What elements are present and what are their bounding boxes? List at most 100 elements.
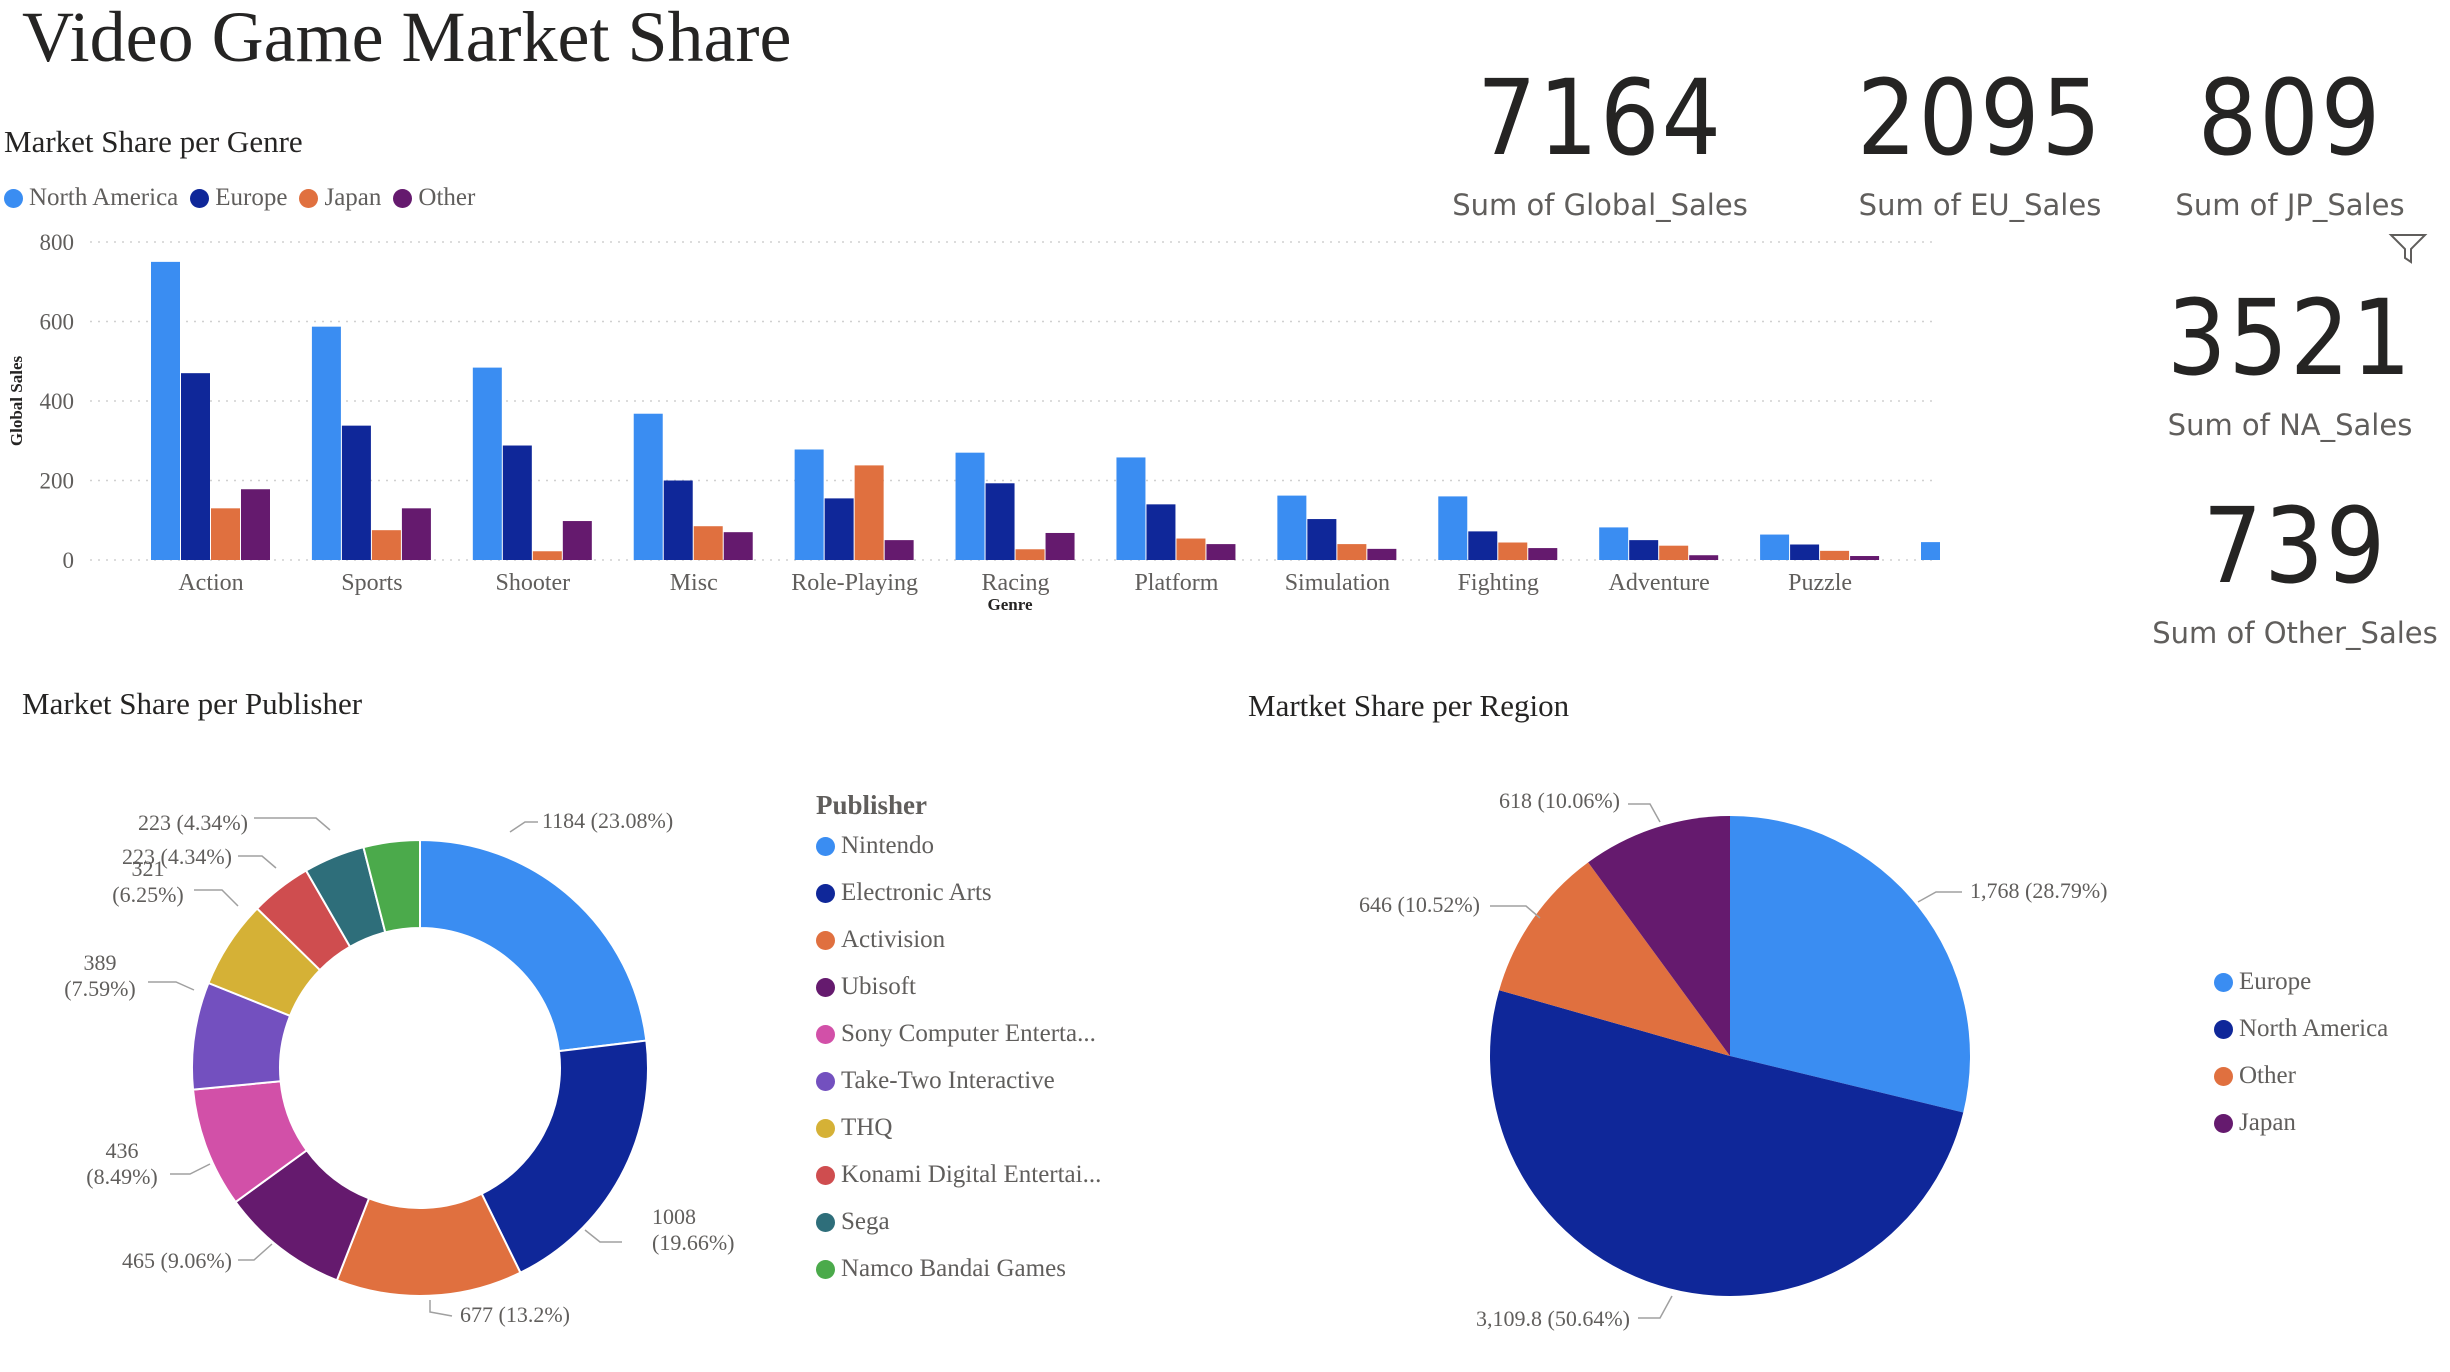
bar-other-simulation[interactable] [1367,548,1397,560]
legend-marker [816,836,835,856]
bar-japan-fighting[interactable] [1498,542,1528,560]
bar-europe-action[interactable] [181,373,210,560]
bar-other-platform[interactable] [1206,544,1236,560]
leader-line [148,981,195,991]
bar-other-shooter[interactable] [562,521,592,560]
legend-item-namco-bandai-games[interactable]: Namco Bandai Games [816,1255,1101,1283]
bar-japan-shooter[interactable] [532,551,562,560]
bar-europe-puzzle[interactable] [1790,544,1820,560]
data-label: 1,768 (28.79%) [1970,878,2107,903]
bar-other-misc[interactable] [723,532,753,560]
bar-other-role-playing[interactable] [884,540,914,560]
bar-north-america-misc[interactable] [633,413,663,560]
legend-marker [2214,1019,2233,1039]
bar-other-racing[interactable] [1045,532,1075,560]
legend-item-north-america[interactable]: North America [4,184,178,212]
bar-japan-simulation[interactable] [1337,544,1367,560]
legend-label: Electronic Arts [841,879,992,906]
bar-other-adventure[interactable] [1689,555,1719,560]
bar-north-america-racing[interactable] [955,452,985,560]
bar-europe-fighting[interactable] [1468,531,1498,560]
bar-north-america-puzzle[interactable] [1760,534,1790,560]
legend-marker [816,977,835,997]
bar-europe-adventure[interactable] [1629,540,1659,560]
bar-europe-shooter[interactable] [502,445,532,560]
legend-marker [4,188,23,208]
publisher-chart-title: Market Share per Publisher [22,686,363,721]
kpi-card-na-sales[interactable]: 3521 Sum of NA_Sales [2140,286,2440,442]
legend-item-electronic-arts[interactable]: Electronic Arts [816,879,1101,907]
pie-slice-europe[interactable] [1730,816,1970,1113]
kpi-card-other-sales[interactable]: 739 Sum of Other_Sales [2140,494,2450,650]
kpi-card-global-sales[interactable]: 7164 Sum of Global_Sales [1440,66,1760,222]
legend-label: Other [2239,1062,2296,1089]
donut-slice-electronic-arts[interactable] [480,1039,649,1275]
pie-slice-other[interactable] [1499,862,1730,1056]
legend-item-other[interactable]: Other [393,184,475,212]
bar-north-america-fighting[interactable] [1438,496,1468,560]
bar-japan-role-playing[interactable] [854,465,884,560]
legend-item-europe[interactable]: Europe [2214,968,2388,996]
legend-item-activision[interactable]: Activision [816,926,1101,954]
legend-label: Take-Two Interactive [841,1067,1055,1094]
bar-europe-platform[interactable] [1146,504,1176,560]
region-legend: Europe North America Other Japan [2214,968,2388,1137]
legend-item-thq[interactable]: THQ [816,1114,1101,1142]
legend-item-europe[interactable]: Europe [190,184,287,212]
legend-item-ubisoft[interactable]: Ubisoft [816,973,1101,1001]
leader-line [1917,891,1962,903]
bar-other-puzzle[interactable] [1850,556,1880,560]
pie-slice-north-america[interactable] [1490,990,1964,1296]
legend-item-sega[interactable]: Sega [816,1208,1101,1236]
kpi-value: 3521 [2166,277,2414,399]
donut-slice-nintendo[interactable] [419,838,648,1053]
bar-north-america-adventure[interactable] [1599,527,1629,560]
bar-north-america-simulation[interactable] [1277,495,1307,560]
leader-line [254,817,331,831]
funnel-icon[interactable] [2388,232,2428,266]
bar-japan-adventure[interactable] [1659,545,1689,560]
legend-marker [299,188,319,208]
bar-north-america-role-playing[interactable] [794,449,824,560]
bar-europe-racing[interactable] [985,483,1015,560]
legend-label: Other [418,184,476,211]
bar-north-america-shooter[interactable] [472,367,502,560]
legend-item-nintendo[interactable]: Nintendo [816,832,1101,860]
bar-japan-action[interactable] [211,508,240,560]
kpi-card-jp-sales[interactable]: 809 Sum of JP_Sales [2140,66,2440,222]
bar-europe-sports[interactable] [341,425,371,560]
bar-other-action[interactable] [241,489,270,560]
bar-north-america-platform[interactable] [1116,457,1146,560]
kpi-card-eu-sales[interactable]: 2095 Sum of EU_Sales [1820,66,2140,222]
pie-slice-japan[interactable] [1588,816,1730,1056]
bar-north-america-strategy[interactable] [1921,542,1940,560]
data-label: 618 (10.06%) [1499,788,1620,813]
legend-item-konami-digital-entertai-[interactable]: Konami Digital Entertai... [816,1161,1101,1189]
bar-japan-racing[interactable] [1015,549,1045,560]
bar-japan-platform[interactable] [1176,538,1206,560]
bar-north-america-action[interactable] [151,261,180,560]
legend-item-sony-computer-enterta-[interactable]: Sony Computer Enterta... [816,1020,1101,1048]
kpi-label: Sum of EU_Sales [1858,188,2102,222]
bar-europe-role-playing[interactable] [824,498,854,560]
legend-marker [2214,1066,2233,1086]
legend-item-north-america[interactable]: North America [2214,1015,2388,1043]
legend-marker [816,883,835,903]
bar-japan-misc[interactable] [693,526,723,560]
legend-item-take-two-interactive[interactable]: Take-Two Interactive [816,1067,1101,1095]
legend-marker [816,1165,835,1185]
legend-item-japan[interactable]: Japan [299,184,381,212]
bar-europe-misc[interactable] [663,480,693,561]
donut-slice-namco-bandai-games[interactable] [362,838,421,934]
bar-other-sports[interactable] [401,508,431,560]
legend-label: Sega [841,1208,890,1235]
legend-item-japan[interactable]: Japan [2214,1109,2388,1137]
bar-japan-sports[interactable] [371,530,401,560]
bar-japan-puzzle[interactable] [1820,550,1850,560]
legend-marker [816,1024,835,1044]
bar-other-fighting[interactable] [1528,548,1558,560]
bar-north-america-sports[interactable] [311,326,341,560]
bar-europe-simulation[interactable] [1307,519,1337,560]
legend-item-other[interactable]: Other [2214,1062,2388,1090]
leader-line [509,821,538,833]
